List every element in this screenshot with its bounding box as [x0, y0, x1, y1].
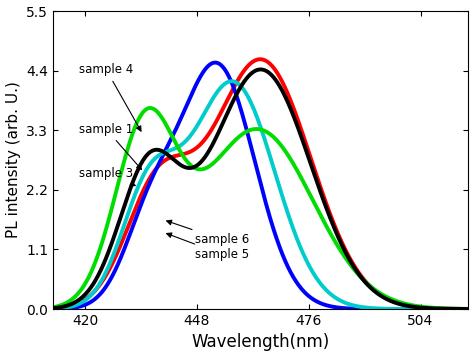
Text: sample 3: sample 3	[79, 167, 135, 186]
Text: sample 4: sample 4	[79, 63, 141, 131]
X-axis label: Wavelength(nm): Wavelength(nm)	[191, 333, 330, 351]
Text: sample 6: sample 6	[167, 220, 249, 246]
Text: sample 5: sample 5	[167, 233, 249, 261]
Text: sample 1: sample 1	[79, 123, 142, 170]
Y-axis label: PL intensity (arb. U.): PL intensity (arb. U.)	[6, 82, 20, 238]
